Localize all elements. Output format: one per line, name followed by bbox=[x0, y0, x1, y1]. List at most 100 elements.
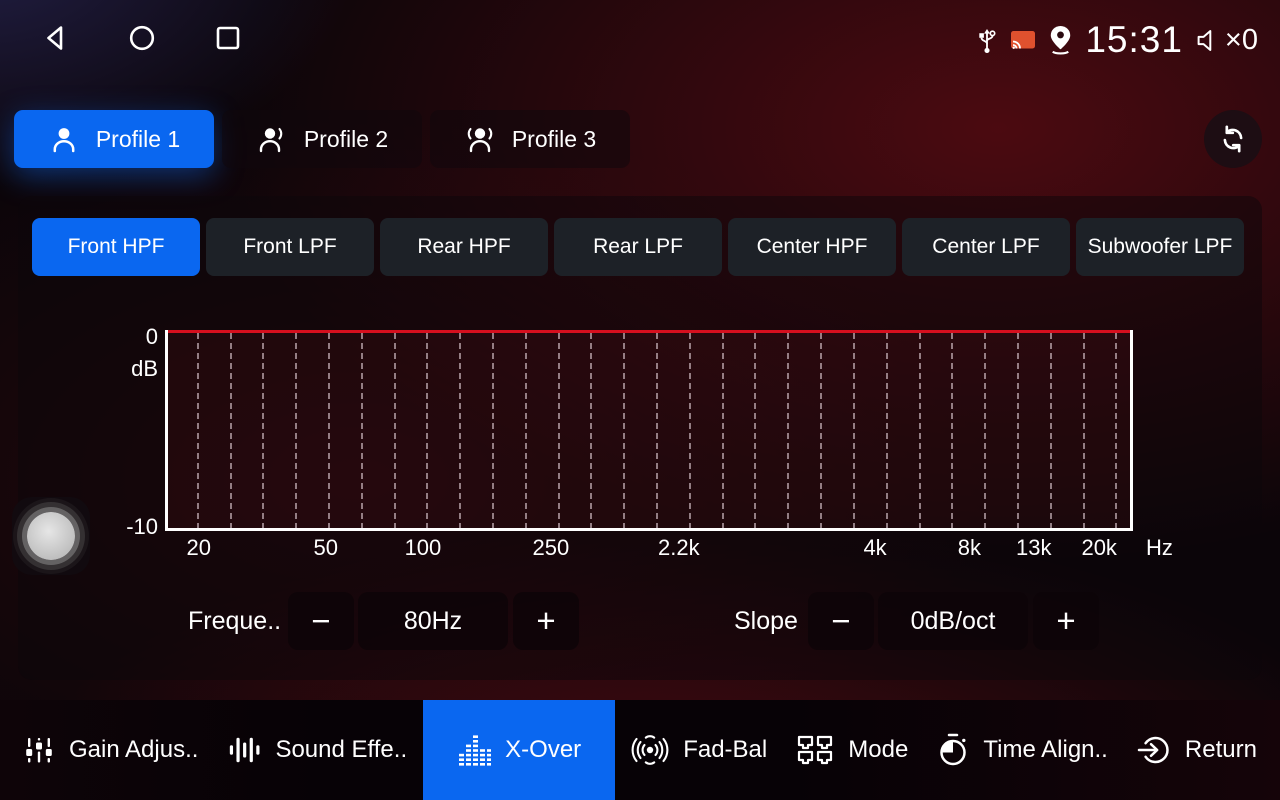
profile-2-button[interactable]: Profile 2 bbox=[222, 110, 422, 168]
fader-balance-icon bbox=[631, 735, 669, 765]
tab-label: Front LPF bbox=[243, 235, 337, 258]
clock: 15:31 bbox=[1085, 19, 1183, 60]
tab-label: Rear LPF bbox=[593, 235, 683, 258]
frequency-label: Freque.. bbox=[188, 607, 282, 635]
bottom-nav-bar: Gain Adjus.. Sound Effe.. X-Over bbox=[0, 700, 1280, 800]
tab-label: Center HPF bbox=[756, 235, 868, 258]
cast-icon bbox=[1010, 30, 1036, 51]
frequency-plus-button[interactable]: + bbox=[513, 592, 579, 650]
profile-label: Profile 3 bbox=[511, 125, 597, 152]
nav-label: X-Over bbox=[505, 736, 582, 763]
tab-label: Center LPF bbox=[932, 235, 1040, 258]
gridline bbox=[623, 333, 626, 528]
slope-minus-button[interactable]: − bbox=[808, 592, 874, 650]
gridline bbox=[492, 333, 495, 528]
gridline bbox=[328, 333, 331, 528]
android-nav-buttons bbox=[40, 22, 244, 54]
sound-effects-icon bbox=[230, 737, 260, 763]
profile-label: Profile 2 bbox=[303, 125, 389, 152]
gridline bbox=[984, 333, 987, 528]
tab-rear-lpf[interactable]: Rear LPF bbox=[554, 218, 722, 276]
profile-3-button[interactable]: Profile 3 bbox=[430, 110, 630, 168]
floating-knob-button[interactable] bbox=[12, 497, 90, 575]
frequency-minus-button[interactable]: − bbox=[288, 592, 354, 650]
gridline bbox=[262, 333, 265, 528]
refresh-icon bbox=[1223, 125, 1243, 153]
gridline bbox=[295, 333, 298, 528]
nav-time-align[interactable]: Time Align.. bbox=[924, 700, 1121, 800]
tab-label: Rear HPF bbox=[417, 235, 511, 258]
gridline bbox=[656, 333, 659, 528]
home-icon[interactable] bbox=[126, 22, 158, 54]
tab-center-hpf[interactable]: Center HPF bbox=[728, 218, 896, 276]
slope-plus-button[interactable]: + bbox=[1033, 592, 1099, 650]
usb-icon bbox=[976, 25, 998, 55]
gridline bbox=[820, 333, 823, 528]
gridline bbox=[1115, 333, 1118, 528]
nav-gain-adjust[interactable]: Gain Adjus.. bbox=[10, 700, 211, 800]
response-curve bbox=[168, 330, 1130, 333]
profile-tabs: Profile 1 Profile 2 Profile 3 bbox=[14, 110, 630, 168]
volume-muted-icon bbox=[1197, 29, 1212, 51]
gridline bbox=[754, 333, 757, 528]
x-tick-label: 20 bbox=[186, 535, 212, 560]
refresh-button[interactable] bbox=[1204, 110, 1262, 168]
nav-label: Mode bbox=[848, 736, 909, 763]
knob-ball-icon bbox=[27, 512, 75, 560]
y-tick-label: -10 bbox=[126, 514, 158, 539]
filter-tab-bar: Front HPF Front LPF Rear HPF Rear LPF Ce… bbox=[32, 218, 1244, 276]
gridline bbox=[951, 333, 954, 528]
gridline bbox=[1016, 333, 1019, 528]
gridline bbox=[721, 333, 724, 528]
gridline bbox=[852, 333, 855, 528]
gridline bbox=[524, 333, 527, 528]
crossover-equalizer-icon bbox=[459, 735, 492, 766]
gridline bbox=[590, 333, 593, 528]
frequency-value: 80Hz bbox=[358, 592, 508, 650]
recents-icon[interactable] bbox=[212, 22, 244, 54]
gridline bbox=[426, 333, 429, 528]
x-tick-label: 4k bbox=[863, 535, 887, 560]
gridline bbox=[393, 333, 396, 528]
person-icon bbox=[259, 127, 283, 153]
nav-label: Sound Effe.. bbox=[275, 736, 408, 763]
gridline bbox=[1082, 333, 1085, 528]
status-icons: 15:31 ×0 bbox=[976, 16, 1258, 64]
gridline bbox=[196, 333, 199, 528]
nav-sound-effects[interactable]: Sound Effe.. bbox=[214, 700, 420, 800]
gain-adjust-icon bbox=[26, 738, 52, 763]
gridline bbox=[885, 333, 888, 528]
crossover-panel: Front HPF Front LPF Rear HPF Rear LPF Ce… bbox=[18, 196, 1262, 680]
nav-label: Gain Adjus.. bbox=[69, 736, 199, 763]
slope-value: 0dB/oct bbox=[878, 592, 1028, 650]
mode-icon bbox=[798, 735, 833, 765]
status-bar: 15:31 ×0 bbox=[0, 0, 1280, 80]
gridline bbox=[459, 333, 462, 528]
nav-return[interactable]: Return bbox=[1124, 700, 1270, 800]
tab-center-lpf[interactable]: Center LPF bbox=[902, 218, 1070, 276]
time-alignment-icon bbox=[940, 733, 967, 766]
nav-fad-bal[interactable]: Fad-Bal bbox=[618, 700, 780, 800]
x-tick-label: 8k bbox=[957, 535, 981, 560]
back-icon[interactable] bbox=[40, 22, 72, 54]
gridline bbox=[360, 333, 363, 528]
person-icon bbox=[53, 128, 75, 153]
y-axis-label: dB bbox=[131, 356, 158, 381]
return-icon bbox=[1137, 736, 1169, 764]
tab-subwoofer-lpf[interactable]: Subwoofer LPF bbox=[1076, 218, 1244, 276]
x-axis-unit: Hz bbox=[1146, 535, 1173, 560]
gridline bbox=[787, 333, 790, 528]
tab-front-hpf[interactable]: Front HPF bbox=[32, 218, 200, 276]
nav-x-over[interactable]: X-Over bbox=[423, 700, 616, 800]
profile-1-button[interactable]: Profile 1 bbox=[14, 110, 214, 168]
person-icon bbox=[467, 127, 493, 153]
gridline bbox=[557, 333, 560, 528]
nav-mode[interactable]: Mode bbox=[783, 700, 921, 800]
x-tick-label: 250 bbox=[532, 535, 570, 560]
slope-label: Slope bbox=[734, 607, 798, 635]
tab-rear-hpf[interactable]: Rear HPF bbox=[380, 218, 548, 276]
volume-muted-indicator: ×0 bbox=[1195, 24, 1258, 57]
nav-label: Fad-Bal bbox=[683, 736, 768, 763]
gridline bbox=[1049, 333, 1052, 528]
tab-front-lpf[interactable]: Front LPF bbox=[206, 218, 374, 276]
